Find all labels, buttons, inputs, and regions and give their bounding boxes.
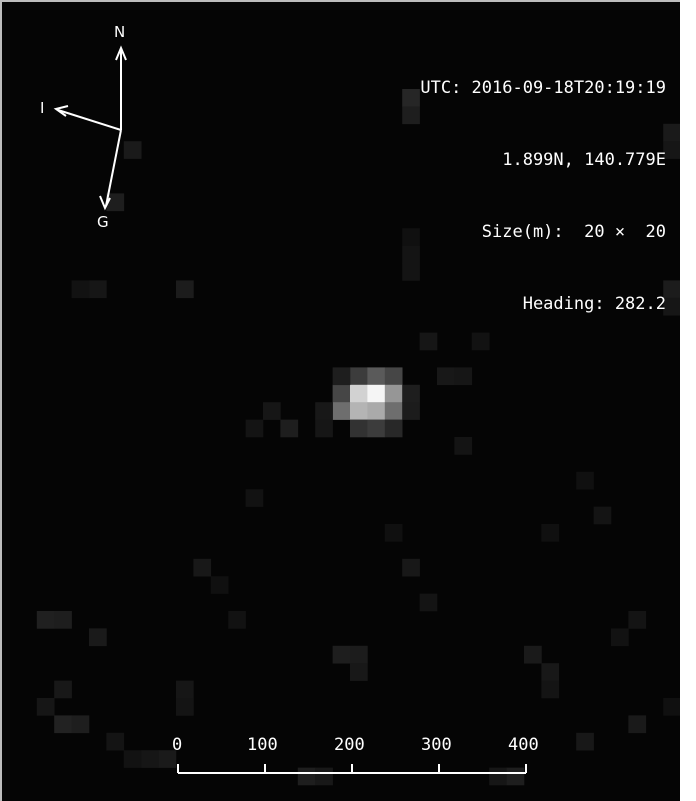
noise-pixel (402, 106, 420, 125)
compass-rose: N I G (40, 23, 127, 231)
noise-pixel (89, 628, 107, 647)
noise-pixel (228, 611, 246, 629)
noise-pixel (245, 419, 264, 438)
g-arrowhead-icon (99, 195, 111, 211)
noise-pixel (437, 367, 455, 386)
i-arrow-icon (57, 109, 122, 131)
target-pixel (350, 419, 368, 438)
north-label: N (114, 23, 125, 41)
noise-pixel (350, 663, 368, 681)
noise-pixel (123, 141, 142, 159)
metadata-readout: UTC: 2016-09-18T20:19:19 1.899N, 140.779… (420, 28, 666, 364)
noise-pixel (663, 141, 680, 159)
target-pixel (332, 384, 351, 403)
noise-pixel (663, 280, 680, 299)
target-pixel (367, 402, 386, 420)
noise-pixel (611, 628, 629, 647)
noise-pixel (541, 680, 560, 699)
target-pixel (367, 367, 386, 386)
target-pixel (402, 402, 420, 420)
heading-value: Heading: 282.2 (522, 294, 666, 314)
noise-pixel (350, 645, 368, 664)
noise-pixel (315, 419, 333, 438)
target-pixel (367, 384, 386, 403)
noise-pixel (71, 715, 90, 734)
noise-pixel (176, 280, 194, 299)
target-pixel (350, 402, 368, 420)
noise-pixel (210, 576, 229, 594)
noise-pixel (541, 663, 560, 681)
scale-label-400: 400 (508, 735, 539, 755)
noise-pixel (471, 332, 490, 351)
satellite-image-view: UTC: 2016-09-18T20:19:19 1.899N, 140.779… (0, 0, 680, 801)
i-arrowhead-icon (53, 105, 69, 117)
target-pixel (384, 367, 403, 386)
noise-pixel (36, 611, 55, 629)
target-pixel (402, 384, 420, 403)
noise-pixel (71, 280, 90, 299)
utc-timestamp: UTC: 2016-09-18T20:19:19 (420, 78, 666, 98)
noise-pixel (193, 558, 212, 577)
g-label: G (97, 213, 109, 231)
target-pixel (384, 384, 403, 403)
target-pixel (332, 367, 351, 386)
target-pixel (384, 419, 403, 438)
noise-pixel (332, 645, 351, 664)
noise-pixel (54, 715, 72, 734)
noise-pixel (419, 332, 438, 351)
noise-pixel (263, 402, 281, 420)
target-pixel (332, 402, 351, 420)
noise-pixel (106, 193, 125, 212)
g-arrow-icon (105, 129, 122, 207)
noise-pixel (106, 732, 125, 751)
scale-label-0: 0 (172, 735, 182, 755)
noise-pixel (663, 698, 680, 716)
noise-pixel (141, 750, 159, 768)
noise-pixel (402, 245, 420, 264)
noise-pixel (280, 419, 299, 438)
pixel-size: Size(m): 20 × 20 (481, 222, 666, 242)
scale-label-100: 100 (247, 735, 278, 755)
noise-pixel (663, 123, 680, 142)
noise-pixel (419, 593, 438, 612)
noise-pixel (384, 524, 403, 542)
noise-pixel (593, 506, 612, 525)
noise-pixel (36, 698, 55, 716)
target-pixel (315, 402, 333, 420)
noise-pixel (123, 750, 142, 768)
noise-pixel (245, 489, 264, 507)
pixel-field (36, 89, 680, 786)
noise-pixel (663, 297, 680, 316)
noise-pixel (89, 280, 107, 299)
target-pixel (367, 419, 386, 438)
target-pixel (350, 367, 368, 386)
noise-pixel (454, 367, 473, 386)
noise-pixel (576, 732, 594, 751)
lat-lon-coordinates: 1.899N, 140.779E (502, 150, 666, 170)
target-pixel (384, 402, 403, 420)
noise-pixel (576, 471, 594, 490)
scale-label-300: 300 (421, 735, 452, 755)
noise-pixel (402, 263, 420, 281)
noise-pixel (541, 524, 560, 542)
noise-pixel (628, 715, 647, 734)
noise-pixel (54, 611, 72, 629)
noise-pixel (402, 558, 420, 577)
target-pixel (350, 384, 368, 403)
noise-pixel (628, 611, 647, 629)
noise-pixel (524, 645, 542, 664)
noise-pixel (176, 698, 194, 716)
noise-pixel (454, 437, 473, 455)
noise-pixel (54, 680, 72, 699)
noise-pixel (176, 680, 194, 699)
north-arrowhead-icon (115, 45, 127, 61)
scale-label-200: 200 (334, 735, 365, 755)
scale-bar: 0 100 200 300 400 (172, 735, 539, 774)
noise-pixel (158, 750, 177, 768)
noise-pixel (402, 228, 420, 246)
i-label: I (40, 99, 44, 117)
noise-pixel (402, 89, 420, 107)
